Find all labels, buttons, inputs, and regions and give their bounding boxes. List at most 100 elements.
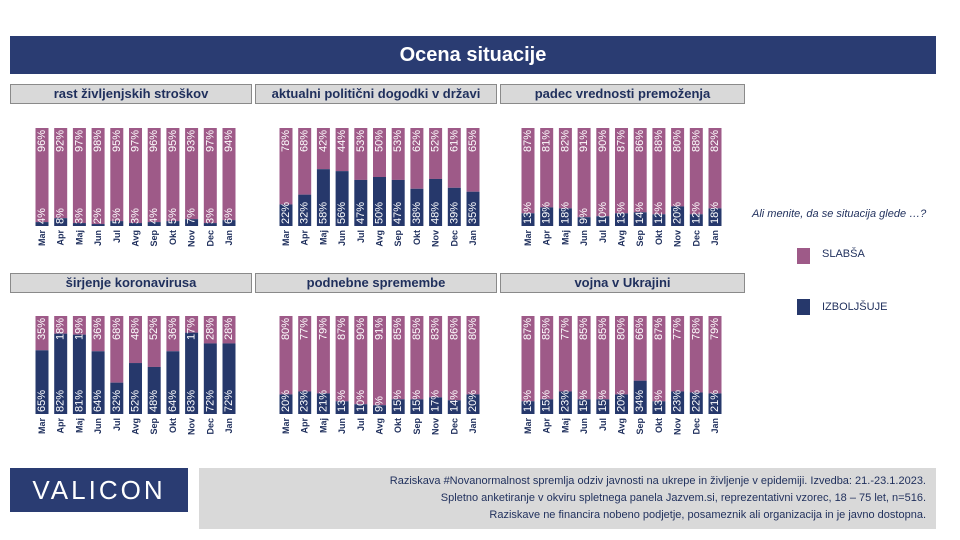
data-label-izboljsuje: 15% <box>392 390 404 412</box>
data-label-slabsa: 36% <box>167 318 179 340</box>
legend-swatch-slabsa <box>797 248 810 264</box>
data-label-slabsa: 66% <box>634 318 646 340</box>
data-label-izboljsuje: 72% <box>204 390 216 412</box>
chart-political-events: 78% 22% Mar 68% 32% Apr 42% 58% Maj 44% 56% Jun 53% 4… <box>279 128 480 247</box>
data-label-slabsa: 36% <box>92 318 104 340</box>
data-label-slabsa: 79% <box>317 318 329 340</box>
data-label-izboljsuje: 39% <box>448 202 460 224</box>
category-label: Avg <box>131 418 141 435</box>
bar-slabsa <box>652 316 666 402</box>
category-label: Jan <box>224 230 234 246</box>
data-label-slabsa: 90% <box>355 318 367 340</box>
bar-izboljsuje <box>596 399 610 414</box>
data-label-slabsa: 85% <box>392 318 404 340</box>
data-label-izboljsuje: 12% <box>653 202 665 224</box>
bar-slabsa <box>633 316 647 381</box>
data-label-slabsa: 98% <box>92 130 104 152</box>
legend-question: Ali menite, da se situacija glede …? <box>752 208 927 220</box>
bar-slabsa <box>54 128 68 219</box>
category-label: Okt <box>393 418 403 433</box>
bar-slabsa <box>596 128 610 217</box>
category-label: Apr <box>542 230 552 246</box>
data-label-slabsa: 28% <box>204 318 216 340</box>
bar-izboljsuje <box>540 207 554 226</box>
data-label-izboljsuje: 3% <box>73 208 85 224</box>
category-label: Avg <box>375 230 385 247</box>
category-label: Apr <box>542 418 552 434</box>
data-label-izboljsuje: 18% <box>559 202 571 224</box>
panel-header-ukraine-war: vojna v Ukrajini <box>500 273 745 293</box>
data-label-izboljsuje: 18% <box>709 202 721 224</box>
category-label: Dec <box>449 230 459 247</box>
bar-slabsa <box>54 316 68 334</box>
category-label: Jul <box>112 230 122 243</box>
bar-slabsa <box>671 316 685 392</box>
bar-izboljsuje <box>558 208 572 226</box>
bar-izboljsuje <box>373 405 386 414</box>
bar-izboljsuje <box>147 366 161 414</box>
data-label-izboljsuje: 3% <box>204 208 216 224</box>
category-label: Apr <box>300 418 310 434</box>
bar-slabsa <box>373 316 386 406</box>
category-label: Maj <box>560 418 570 433</box>
data-label-slabsa: 85% <box>578 318 590 340</box>
category-label: Jun <box>579 230 589 246</box>
bar-slabsa <box>708 316 722 394</box>
category-label: Maj <box>74 418 84 433</box>
category-label: Nov <box>431 418 441 435</box>
bar-izboljsuje <box>203 343 217 414</box>
bar-slabsa <box>558 316 572 392</box>
category-label: Jul <box>598 230 608 243</box>
bar-izboljsuje <box>335 401 349 414</box>
bar-izboljsuje <box>577 399 591 414</box>
bar-slabsa <box>466 128 480 192</box>
data-label-izboljsuje: 2% <box>92 208 104 224</box>
category-label: Sep <box>393 230 403 247</box>
data-label-slabsa: 80% <box>280 318 292 340</box>
bar-izboljsuje <box>354 179 368 226</box>
data-label-slabsa: 88% <box>690 130 702 152</box>
data-label-izboljsuje: 10% <box>597 202 609 224</box>
data-label-izboljsuje: 65% <box>36 390 48 412</box>
bar-izboljsuje <box>129 223 142 226</box>
data-label-izboljsuje: 13% <box>522 390 534 412</box>
data-label-slabsa: 83% <box>430 318 442 340</box>
bar-slabsa <box>203 316 217 344</box>
category-label: Dec <box>449 418 459 435</box>
bar-slabsa <box>166 316 180 352</box>
category-label: Apr <box>56 418 66 434</box>
data-label-izboljsuje: 23% <box>672 390 684 412</box>
bar-izboljsuje <box>577 217 591 226</box>
category-label: Okt <box>654 230 664 245</box>
data-label-slabsa: 77% <box>299 318 311 340</box>
category-label: Mar <box>37 418 47 435</box>
data-label-slabsa: 95% <box>111 130 123 152</box>
data-label-izboljsuje: 56% <box>336 202 348 224</box>
category-label: Dec <box>691 418 701 435</box>
category-label: Mar <box>523 230 533 247</box>
bar-slabsa <box>335 316 349 402</box>
bar-slabsa <box>110 128 124 222</box>
category-label: Jun <box>93 418 103 434</box>
category-label: Jul <box>598 418 608 431</box>
data-label-izboljsuje: 38% <box>411 202 423 224</box>
category-label: Maj <box>74 230 84 245</box>
bar-izboljsuje <box>391 179 405 226</box>
data-label-slabsa: 81% <box>541 130 553 152</box>
bar-izboljsuje <box>391 399 405 414</box>
bar-slabsa <box>391 316 405 400</box>
category-label: Mar <box>281 418 291 435</box>
bar-slabsa <box>577 316 591 400</box>
data-label-slabsa: 96% <box>36 130 48 152</box>
bar-izboljsuje <box>185 219 199 226</box>
bar-izboljsuje <box>521 213 535 226</box>
data-label-slabsa: 85% <box>411 318 423 340</box>
bar-izboljsuje <box>708 393 722 414</box>
bar-izboljsuje <box>652 401 666 414</box>
category-label: Okt <box>168 418 178 433</box>
category-label: Nov <box>431 230 441 247</box>
bar-izboljsuje <box>35 350 49 414</box>
data-label-slabsa: 50% <box>374 130 386 152</box>
data-label-izboljsuje: 23% <box>299 390 311 412</box>
bar-izboljsuje <box>110 382 124 414</box>
